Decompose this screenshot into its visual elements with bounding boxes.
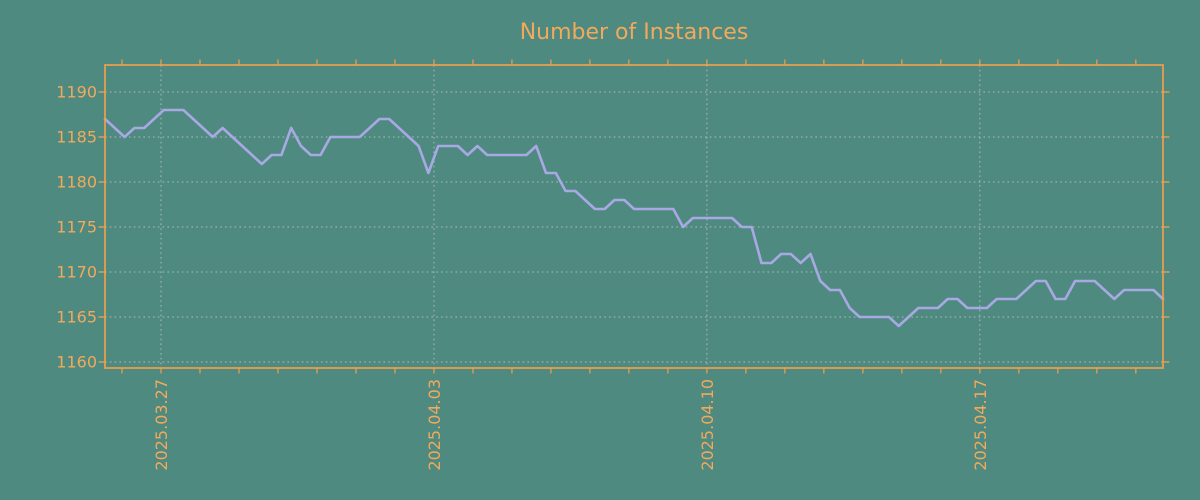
y-axis-tick-label: 1160: [56, 352, 97, 371]
y-axis-tick-label: 1165: [56, 307, 97, 326]
x-axis-tick-label: 2025.04.03: [425, 379, 444, 471]
x-axis-tick-label: 2025.03.27: [152, 379, 171, 471]
y-axis-tick-label: 1190: [56, 82, 97, 101]
y-axis-labels: 1160 1165 1170 1175 1180 1185 1190: [56, 82, 97, 371]
y-axis-tick-label: 1185: [56, 127, 97, 146]
axis-ticks: [98, 59, 1170, 374]
x-axis-tick-label: 2025.04.17: [971, 379, 990, 471]
x-axis-labels: 2025.03.27 2025.04.03 2025.04.10 2025.04.17: [152, 379, 990, 471]
gridlines: [105, 65, 1163, 368]
y-axis-tick-label: 1175: [56, 217, 97, 236]
plot-border: [104, 64, 1164, 369]
y-axis-tick-label: 1170: [56, 262, 97, 281]
data-line: [103, 108, 1165, 328]
x-axis-tick-label: 2025.04.10: [698, 379, 717, 471]
chart-title: Number of Instances: [520, 20, 749, 45]
y-axis-tick-label: 1180: [56, 172, 97, 191]
